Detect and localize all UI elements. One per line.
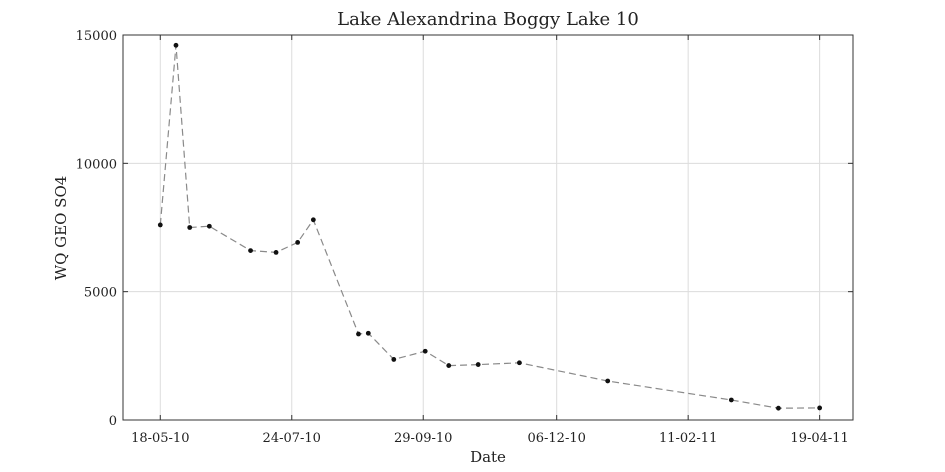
data-point xyxy=(422,348,428,354)
series-layer xyxy=(157,42,823,411)
y-tick-label: 10000 xyxy=(76,157,117,172)
data-point xyxy=(446,363,452,368)
x-tick-label: 11-02-11 xyxy=(659,431,717,446)
y-tick-label: 0 xyxy=(109,414,117,429)
data-point xyxy=(295,239,301,245)
data-point xyxy=(475,362,481,367)
data-point xyxy=(356,331,361,337)
data-point xyxy=(391,357,397,362)
ticks: 18-05-10 24-07-10 29-09-10 06-12-10 11-02-11… xyxy=(76,29,853,446)
x-tick-label: 06-12-10 xyxy=(527,431,585,446)
data-point xyxy=(173,42,179,48)
data-point xyxy=(776,405,781,411)
y-tick-label: 5000 xyxy=(84,286,117,301)
x-tick-label: 29-09-10 xyxy=(394,431,452,446)
data-point xyxy=(310,217,316,223)
plot-frame xyxy=(122,34,854,421)
x-tick-label: 18-05-10 xyxy=(131,431,189,446)
data-point xyxy=(206,223,212,229)
x-axis-label: Date xyxy=(470,448,506,466)
chart-title: Lake Alexandrina Boggy Lake 10 xyxy=(337,9,639,30)
x-tick-label: 24-07-10 xyxy=(263,431,321,446)
data-point xyxy=(365,330,371,336)
data-point xyxy=(817,405,823,411)
y-tick-label: 15000 xyxy=(76,29,117,44)
data-point xyxy=(248,248,253,254)
data-point xyxy=(728,397,734,403)
y-axis-label: WQ GEO SO4 xyxy=(52,176,70,281)
data-point xyxy=(605,378,611,384)
x-tick-label: 19-04-11 xyxy=(790,431,848,446)
data-point xyxy=(187,225,193,230)
data-point xyxy=(157,222,163,228)
data-point xyxy=(273,249,279,255)
data-point xyxy=(516,360,522,366)
